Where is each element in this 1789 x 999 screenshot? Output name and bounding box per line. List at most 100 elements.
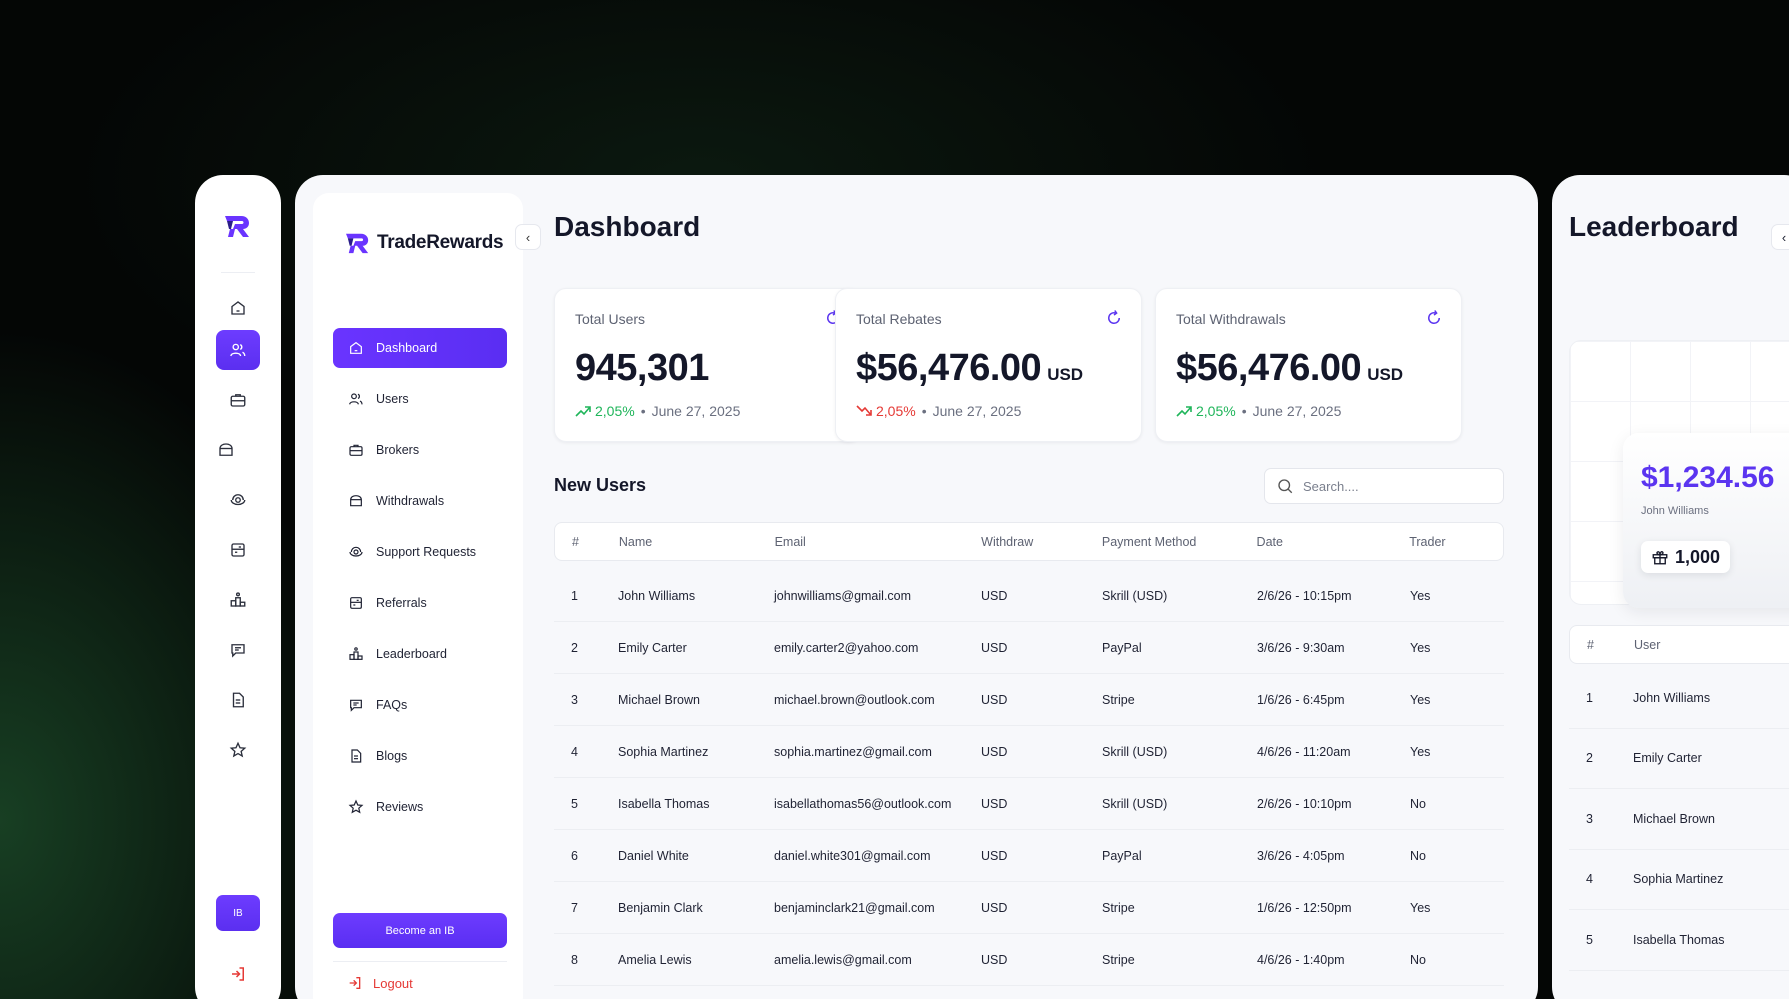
sidebar-item-reviews[interactable]: Reviews xyxy=(333,787,507,827)
column-header[interactable]: Payment Method xyxy=(1101,534,1197,549)
table-row[interactable]: 1 John Williams johnwilliams@gmail.com USD S… xyxy=(554,570,1504,622)
withdraw-currency: USD xyxy=(981,796,1008,811)
dashboard-panel: TradeRewards Dashboard Users Brokers Wit… xyxy=(295,175,1538,999)
row-date: 4/6/26 - 11:20am xyxy=(1257,744,1351,759)
rail-users-button[interactable] xyxy=(216,330,260,370)
sidebar-item-faqs[interactable]: FAQs xyxy=(333,685,507,725)
leaderboard-row[interactable]: 2 Emily Carter xyxy=(1569,729,1789,789)
row-date: 1/6/26 - 12:50pm xyxy=(1257,900,1352,915)
column-header[interactable]: User xyxy=(1634,637,1661,652)
rail-brokers-button[interactable] xyxy=(216,380,260,420)
sidebar-collapse-button[interactable]: ‹ xyxy=(515,224,541,250)
column-header[interactable]: # xyxy=(572,534,579,549)
table-body: 1 John Williams 2 Emily Carter 3 Michael Brow… xyxy=(1569,668,1789,971)
sidebar-item-users[interactable]: Users xyxy=(333,379,507,419)
rank: 4 xyxy=(1586,872,1593,887)
table-header: # Name Email Withdraw Payment Method Dat… xyxy=(554,522,1504,561)
payment-method: Skrill (USD) xyxy=(1102,744,1168,759)
sidebar-item-brokers[interactable]: Brokers xyxy=(333,430,507,470)
chevron-left-icon: ‹ xyxy=(1781,229,1787,245)
user-email: daniel.white301@gmail.com xyxy=(774,848,931,863)
referrals-icon xyxy=(350,597,362,609)
column-header[interactable]: # xyxy=(1587,637,1594,652)
trend-up: 2,05% xyxy=(575,403,635,419)
stat-value-number: $56,476.00 xyxy=(1176,347,1362,389)
search-input[interactable] xyxy=(1303,478,1493,494)
table-row[interactable]: 8 Amelia Lewis amelia.lewis@gmail.com USD St… xyxy=(554,934,1504,986)
chevron-left-icon: ‹ xyxy=(525,229,531,245)
rail-leaderboard-button[interactable] xyxy=(216,580,260,620)
refresh-icon xyxy=(1428,310,1440,324)
rail-logout-button[interactable] xyxy=(229,965,247,988)
sidebar-item-label: Blogs xyxy=(376,749,408,763)
table-row[interactable]: 7 Benjamin Clark benjaminclark21@gmail.com… xyxy=(554,882,1504,934)
rail-support-button[interactable] xyxy=(216,480,260,520)
payment-method: Stripe xyxy=(1102,900,1135,915)
user-name: Daniel White xyxy=(618,848,689,863)
leaderboard-row[interactable]: 3 Michael Brown xyxy=(1569,789,1789,850)
sidebar-item-support-requests[interactable]: Support Requests xyxy=(333,532,507,572)
rail-home-button[interactable] xyxy=(216,288,260,328)
trend-down-icon xyxy=(856,405,872,416)
stat-value: 945,301 xyxy=(575,347,709,390)
user-name: Isabella Thomas xyxy=(1633,932,1725,947)
table-body: 1 John Williams johnwilliams@gmail.com USD S… xyxy=(554,570,1504,986)
meta-separator: • xyxy=(921,403,927,419)
rail-blogs-button[interactable] xyxy=(216,680,260,720)
rail-reviews-button[interactable] xyxy=(216,730,260,770)
rail-faqs-button[interactable] xyxy=(216,630,260,670)
stat-card-total-withdrawals: Total Withdrawals $56,476.00 USD 2,05% • … xyxy=(1155,288,1462,442)
user-name: Sophia Martinez xyxy=(1633,872,1724,887)
users-icon xyxy=(230,343,246,357)
become-ib-button[interactable]: Become an IB xyxy=(333,913,507,948)
top-user-name: John Williams xyxy=(1641,505,1709,517)
column-header[interactable]: Name xyxy=(618,534,653,549)
trend-down: 2,05% xyxy=(856,403,916,419)
table-row[interactable]: 6 Daniel White daniel.white301@gmail.com US… xyxy=(554,830,1504,882)
sidebar-item-withdrawals[interactable]: Withdrawals xyxy=(333,481,507,521)
table-row[interactable]: 3 Michael Brown michael.brown@outlook.com U… xyxy=(554,674,1504,726)
leaderboard-row[interactable]: 1 John Williams xyxy=(1569,668,1789,729)
refresh-button[interactable] xyxy=(1425,309,1443,332)
brand[interactable]: TradeRewards xyxy=(345,231,504,255)
trader-status: Yes xyxy=(1410,692,1431,707)
brand-name: TradeRewards xyxy=(377,232,504,253)
sidebar-item-referrals[interactable]: Referrals xyxy=(333,583,507,623)
sidebar-item-blogs[interactable]: Blogs xyxy=(333,736,507,776)
sidebar-item-label: FAQs xyxy=(376,698,408,712)
refresh-icon xyxy=(1108,310,1120,324)
stat-change: 2,05% xyxy=(876,403,916,419)
leaderboard-row[interactable]: 5 Isabella Thomas xyxy=(1569,910,1789,971)
stat-value: $56,476.00 USD xyxy=(856,347,1083,390)
points-badge: 1,000 xyxy=(1641,541,1731,573)
table-row[interactable]: 5 Isabella Thomas isabellathomas56@outlook… xyxy=(554,778,1504,830)
rail-withdrawals-button[interactable] xyxy=(204,430,248,470)
user-name: Isabella Thomas xyxy=(618,796,710,811)
sidebar-item-dashboard[interactable]: Dashboard xyxy=(333,328,507,368)
rank: 3 xyxy=(1586,811,1593,826)
withdraw-currency: USD xyxy=(981,744,1008,759)
top-user-amount: $1,234.56 xyxy=(1641,461,1775,494)
withdraw-currency: USD xyxy=(981,900,1008,915)
icon-rail-panel: IB xyxy=(195,175,281,999)
row-number: 1 xyxy=(571,588,578,603)
column-header[interactable]: Email xyxy=(774,534,806,549)
column-header[interactable]: Date xyxy=(1256,534,1283,549)
sidebar-item-leaderboard[interactable]: Leaderboard xyxy=(333,634,507,674)
table-row[interactable]: 4 Sophia Martinez sophia.martinez@gmail.co… xyxy=(554,726,1504,778)
refresh-button[interactable] xyxy=(1105,309,1123,332)
payment-method: PayPal xyxy=(1102,640,1142,655)
table-row[interactable]: 2 Emily Carter emily.carter2@yahoo.com USD P… xyxy=(554,622,1504,674)
leaderboard-row[interactable]: 4 Sophia Martinez xyxy=(1569,850,1789,910)
sidebar-item-label: Referrals xyxy=(376,596,427,610)
gift-icon xyxy=(1652,551,1668,565)
leaderboard-collapse-button[interactable]: ‹ xyxy=(1771,224,1789,250)
rail-ib-button[interactable]: IB xyxy=(216,895,260,931)
user-name: Emily Carter xyxy=(1633,751,1702,766)
rail-referrals-button[interactable] xyxy=(216,530,260,570)
column-header[interactable]: Withdraw xyxy=(981,534,1034,549)
stat-value-number: 945,301 xyxy=(575,347,709,389)
logout-button[interactable]: Logout xyxy=(347,975,413,991)
column-header[interactable]: Trader xyxy=(1409,534,1446,549)
chat-icon xyxy=(231,644,245,658)
